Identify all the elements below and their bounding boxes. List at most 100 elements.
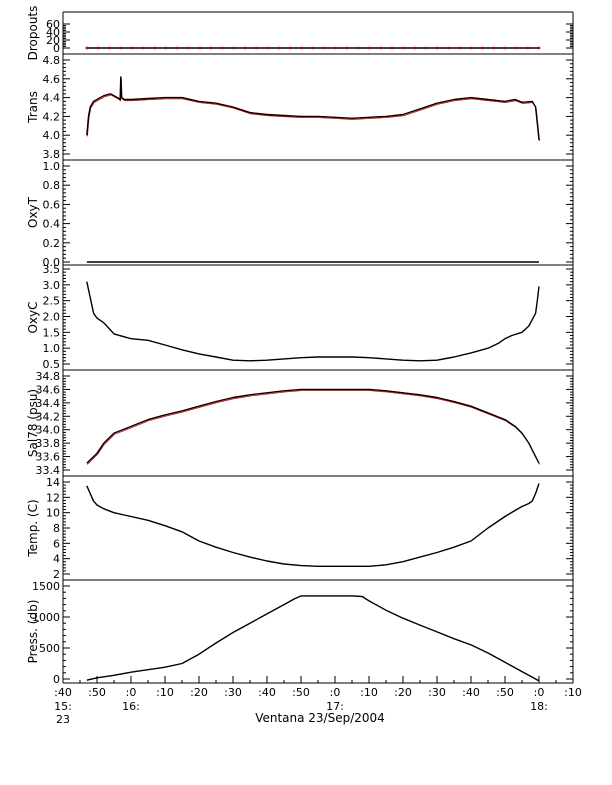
y-tick-label: 6	[53, 537, 60, 550]
dropout-marker	[119, 46, 122, 50]
dropout-marker	[368, 46, 371, 50]
dropout-marker	[85, 46, 88, 50]
y-tick-label: 1.5	[43, 326, 61, 339]
y-tick-label: 33.6	[36, 451, 61, 464]
panel-press-db: 0 500 1000 1500 Press. (db)	[26, 580, 574, 686]
x-tick-label: :10	[564, 686, 582, 699]
y-tick-label: 34.2	[36, 410, 61, 423]
y-tick-label: 500	[39, 642, 60, 655]
y-tick-label: 14	[46, 476, 60, 489]
dropout-marker	[289, 46, 292, 50]
dropout-marker	[334, 46, 337, 50]
y-tick-label: 4.2	[43, 110, 61, 123]
y-tick-label: 4.8	[43, 54, 61, 67]
x-tick-label: :0	[330, 686, 341, 699]
y-axis-title: OxyC	[26, 301, 40, 333]
series-line-press-db	[86, 595, 540, 682]
y-tick-label: 0	[53, 673, 60, 686]
series-noise-trans	[87, 78, 540, 142]
y-tick-label: 34.0	[36, 424, 61, 437]
y-tick-label: 1.0	[43, 160, 61, 173]
y-axis-title: OxyT	[26, 196, 40, 228]
y-tick-label: 60	[46, 18, 60, 31]
dropout-marker	[323, 46, 326, 50]
y-tick-label: 0.8	[43, 179, 61, 192]
y-tick-label: 40	[46, 26, 60, 39]
chart-panels: 0204060Dropouts3.84.04.24.44.64.8Trans0.…	[26, 6, 574, 686]
dropout-marker	[379, 46, 382, 50]
dropout-marker	[164, 46, 168, 50]
dropout-marker	[243, 46, 247, 50]
x-tick-label: :50	[292, 686, 310, 699]
y-tick-label: 33.4	[36, 464, 61, 477]
y-tick-label: 1500	[32, 580, 60, 593]
dropout-marker	[492, 46, 495, 50]
y-tick-label: 34.8	[36, 370, 61, 383]
y-tick-label: 20	[46, 34, 60, 47]
y-tick-label: 0.4	[43, 218, 61, 231]
x-tick-label: :10	[156, 686, 174, 699]
x-tick-label: :30	[224, 686, 242, 699]
y-tick-label: 34.4	[36, 397, 61, 410]
dropout-marker	[447, 46, 450, 50]
dropout-marker	[413, 46, 416, 50]
y-tick-label: 2.5	[43, 295, 61, 308]
x-tick-label: :30	[428, 686, 446, 699]
x-tick-label: :20	[394, 686, 412, 699]
y-tick-label: 10	[46, 507, 60, 520]
dropout-marker	[526, 46, 529, 50]
x-tick-label: :50	[88, 686, 106, 699]
x-hour-label: 16:	[122, 700, 140, 713]
dropout-marker	[345, 46, 349, 50]
series-line-temp-c	[86, 483, 540, 567]
x-hour-label: 23	[56, 713, 70, 726]
y-tick-label: 4.0	[43, 129, 61, 142]
y-axis-title: Sal78 (psu)	[26, 389, 40, 457]
x-tick-label: :20	[190, 686, 208, 699]
y-tick-label: 1.0	[43, 342, 61, 355]
y-tick-label: 3.8	[43, 148, 61, 161]
dropout-marker	[469, 46, 473, 50]
x-axis: :40:50:0:10:20:30:40:50:0:10:20:30:40:50…	[54, 11, 582, 726]
x-hour-label: 17:	[326, 700, 344, 713]
y-tick-label: 2.0	[43, 311, 61, 324]
y-tick-label: 34.6	[36, 383, 61, 396]
dropout-marker	[255, 46, 258, 50]
y-axis-title: Press. (db)	[26, 600, 40, 664]
dropout-marker	[96, 46, 100, 50]
x-tick-label: :40	[258, 686, 276, 699]
x-tick-label: :0	[126, 686, 137, 699]
x-tick-label: :40	[54, 686, 72, 699]
series-line-sal78-psu	[86, 388, 540, 464]
dropout-marker	[537, 46, 541, 50]
dropout-marker	[142, 46, 145, 50]
y-tick-label: 12	[46, 491, 60, 504]
y-tick-label: 0.0	[43, 256, 61, 269]
x-tick-label: :50	[496, 686, 514, 699]
y-axis-title: Dropouts	[26, 6, 40, 61]
x-hour-label: 18:	[530, 700, 548, 713]
x-tick-label: :0	[534, 686, 545, 699]
x-tick-label: :10	[360, 686, 378, 699]
dropout-marker	[436, 46, 439, 50]
dropout-marker	[503, 46, 507, 50]
dropout-marker	[277, 46, 281, 50]
y-tick-label: 4.6	[43, 73, 61, 86]
panel-temp-c: 2 4 6 8 10 12 14 Temp. (C)	[26, 476, 574, 581]
dropout-marker	[424, 46, 428, 50]
y-tick-label: 0	[53, 42, 60, 55]
series-noise-sal78-psu	[87, 390, 540, 465]
dropout-marker	[176, 46, 179, 50]
y-tick-label: 4	[53, 553, 60, 566]
dropout-marker	[402, 46, 405, 50]
y-axis-title: Trans	[26, 91, 40, 124]
panel-oxyc: 0.5 1.0 1.5 2.0 2.5 3.0 3.5 OxyC	[26, 263, 574, 371]
y-tick-label: 4.4	[43, 92, 61, 105]
dropout-marker	[187, 46, 190, 50]
y-tick-label: 2	[53, 568, 60, 581]
dropout-marker	[515, 46, 518, 50]
dropout-marker	[481, 46, 484, 50]
series-line-oxyc	[86, 281, 540, 362]
dropout-marker	[311, 46, 315, 50]
